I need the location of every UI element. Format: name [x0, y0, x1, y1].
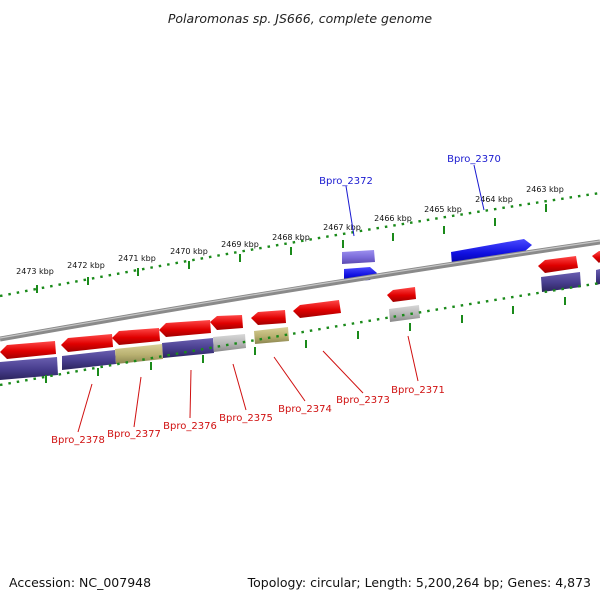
- tick-label: 2464 kbp: [475, 195, 513, 204]
- tick-label: 2466 kbp: [374, 214, 412, 223]
- gene-label-bpro-2378[interactable]: Bpro_2378: [51, 435, 105, 446]
- gene-right-1[interactable]: [538, 256, 578, 273]
- gene-bpro-2375[interactable]: [159, 320, 211, 337]
- gene-bpro-2378[interactable]: [0, 341, 56, 359]
- gene-label-bpro-2371[interactable]: Bpro_2371: [391, 385, 445, 396]
- gene-label-bpro-2376[interactable]: Bpro_2376: [163, 421, 217, 432]
- tick-label: 2465 kbp: [424, 205, 462, 214]
- topology-summary: Topology: circular; Length: 5,200,264 bp…: [247, 575, 591, 590]
- gene-bpro-2374[interactable]: [210, 315, 243, 330]
- gene-label-bpro-2373[interactable]: Bpro_2373: [336, 395, 390, 406]
- gene-right-2[interactable]: [592, 251, 600, 263]
- gene-bpro-2372-cog[interactable]: [342, 250, 375, 264]
- tick-label: 2467 kbp: [323, 223, 361, 232]
- cog-block[interactable]: [541, 272, 581, 292]
- cog-block[interactable]: [0, 357, 58, 380]
- gene-bpro-2377[interactable]: [61, 334, 113, 352]
- tick-label: 2468 kbp: [272, 233, 310, 242]
- cog-block[interactable]: [62, 350, 116, 370]
- gene-label-bpro-2377[interactable]: Bpro_2377: [107, 429, 161, 440]
- cog-block[interactable]: [389, 305, 420, 322]
- tick-label: 2469 kbp: [221, 240, 259, 249]
- accession-text: Accession: NC_007948: [9, 575, 151, 590]
- genome-backbone: [0, 239, 600, 342]
- cog-block[interactable]: [115, 344, 163, 364]
- gene-bpro-2374b[interactable]: [251, 310, 286, 325]
- gene-bpro-2373[interactable]: [293, 300, 341, 318]
- cog-block[interactable]: [213, 334, 246, 352]
- cog-blocks: [0, 269, 600, 380]
- cog-block[interactable]: [254, 327, 289, 344]
- gene-label-bpro-2374[interactable]: Bpro_2374: [278, 404, 332, 415]
- gene-label-bpro-2372[interactable]: Bpro_2372: [319, 176, 373, 187]
- gene-bpro-2371[interactable]: [387, 287, 416, 302]
- tick-label: 2472 kbp: [67, 261, 105, 270]
- tick-label: 2473 kbp: [16, 267, 54, 276]
- gene-label-bpro-2370[interactable]: Bpro_2370: [447, 154, 501, 165]
- map-title: Polaromonas sp. JS666, complete genome: [168, 11, 433, 26]
- gene-bpro-2376[interactable]: [112, 328, 160, 345]
- lower-tick-ring: [0, 281, 600, 387]
- tick-label: 2471 kbp: [118, 254, 156, 263]
- tick-label: 2463 kbp: [526, 185, 564, 194]
- cog-block[interactable]: [162, 338, 214, 358]
- reverse-gene-labels: Bpro_2378 Bpro_2377 Bpro_2376 Bpro_2375 …: [51, 335, 445, 446]
- tick-label: 2470 kbp: [170, 247, 208, 256]
- gene-bpro-2370[interactable]: [451, 239, 532, 265]
- gene-label-bpro-2375[interactable]: Bpro_2375: [219, 413, 273, 424]
- forward-gene-labels: Bpro_2372 Bpro_2370: [319, 154, 501, 237]
- kbp-tick-labels: 2473 kbp 2472 kbp 2471 kbp 2470 kbp 2469…: [16, 185, 564, 276]
- reverse-strand: [0, 251, 600, 359]
- upper-tick-ring: [0, 191, 600, 298]
- cog-block[interactable]: [596, 269, 600, 285]
